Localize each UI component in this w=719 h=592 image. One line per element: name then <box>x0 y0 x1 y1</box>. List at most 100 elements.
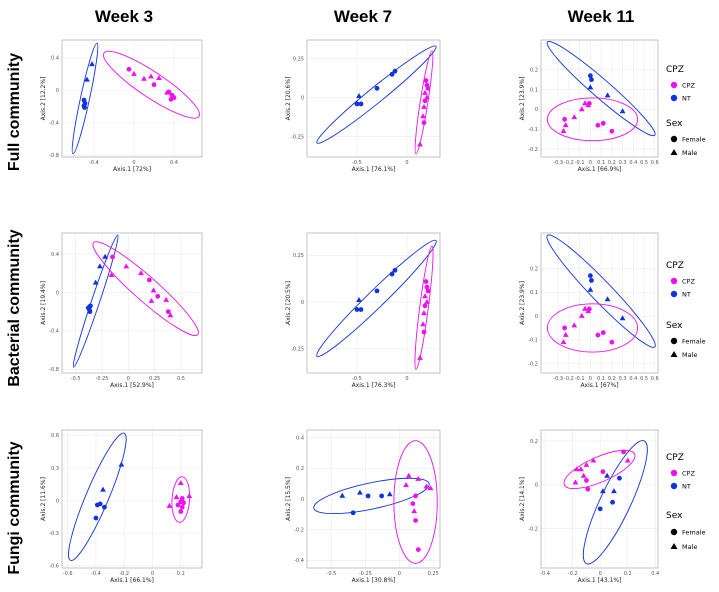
y-tick-label: -0.25 <box>291 135 304 141</box>
legend-swatch-male <box>670 543 678 549</box>
data-point-nt-female <box>93 515 99 521</box>
confidence-ellipse-cpz <box>563 449 636 490</box>
data-point-cpz-male <box>131 70 137 76</box>
legend-label-female: Female <box>682 529 706 537</box>
data-point-cpz-female <box>423 279 429 284</box>
confidence-ellipse-nt <box>72 234 119 368</box>
scatter-panel: -0.5 0 -0.25 0 0.25 Axis.1 [76.3%] Axis.2 [20.… <box>285 232 441 389</box>
data-point-cpz-female <box>151 82 157 88</box>
data-point-cpz-male <box>167 312 174 318</box>
row-title-fungi-community: Fungi community <box>6 441 23 574</box>
legend-label-nt: NT <box>682 291 691 299</box>
data-point-cpz-male <box>177 480 184 486</box>
data-point-nt-male <box>356 297 362 302</box>
x-tick-label: 0.4 <box>651 571 659 577</box>
data-point-cpz-male <box>421 103 427 109</box>
data-point-cpz-female <box>179 504 185 510</box>
legend-swatch-cpz <box>670 277 678 285</box>
legend-label-nt: NT <box>682 95 691 103</box>
x-axis-label: Axis.1 [66.1%] <box>110 577 154 584</box>
scatter-panel: -0.5 0 -0.25 0 0.25 Axis.1 [76.1%] Axis.2 [20.… <box>285 39 441 173</box>
legend-swatch-nt <box>670 482 678 490</box>
data-point-nt-male <box>587 84 594 90</box>
data-point-nt-female <box>617 475 622 481</box>
y-axis-label: Axis.2 [20.5%] <box>285 281 292 325</box>
legend-label-cpz: CPZ <box>682 470 695 478</box>
data-point-cpz-male <box>560 338 567 344</box>
data-point-nt-female <box>392 68 398 74</box>
data-point-cpz-male <box>562 122 569 128</box>
x-axis-label: Axis.1 [66.9%] <box>578 166 622 173</box>
data-point-cpz-female <box>584 477 589 483</box>
data-point-cpz-male <box>572 479 579 485</box>
legend-swatch-female <box>670 135 678 143</box>
panel-border <box>306 39 441 158</box>
data-point-nt-male <box>604 92 611 98</box>
data-point-nt-male <box>356 92 362 98</box>
data-point-nt-male <box>611 488 617 494</box>
legend-swatch-cpz <box>670 469 678 477</box>
confidence-ellipse-cpz <box>103 50 200 119</box>
y-axis-label: Axis.2 [23.9%] <box>519 77 526 121</box>
confidence-ellipse-nt <box>316 239 437 357</box>
confidence-ellipse-nt <box>546 41 656 137</box>
x-tick-label: -0.25 <box>96 376 109 382</box>
x-tick-label: -0.1 <box>575 376 585 382</box>
x-tick-label: 0.1 <box>597 376 605 382</box>
y-tick-label: -0.8 <box>49 153 59 159</box>
x-tick-label: 0 <box>132 160 135 166</box>
x-tick-label: 0.6 <box>651 160 659 166</box>
x-tick-label: 0.5 <box>177 376 185 382</box>
x-tick-label: 0.2 <box>624 571 632 577</box>
legend-label-nt: NT <box>682 483 691 491</box>
x-tick-label: -0.5 <box>352 160 362 166</box>
y-tick-label: 0.25 <box>293 57 304 63</box>
y-tick-label: 0.2 <box>530 68 538 74</box>
panel-border <box>61 232 203 374</box>
data-point-nt-male <box>339 492 346 498</box>
y-tick-label: 0 <box>56 88 59 94</box>
x-tick-label: 0 <box>151 571 154 577</box>
y-tick-label: 0 <box>301 96 304 102</box>
y-tick-label: 0.1 <box>530 87 538 93</box>
data-point-cpz-male <box>123 263 130 269</box>
data-point-nt-female <box>87 309 93 315</box>
data-point-cpz-female <box>410 501 416 506</box>
data-point-cpz-male <box>163 296 170 302</box>
data-point-nt-male <box>92 279 99 285</box>
data-point-cpz-female <box>168 96 174 102</box>
x-tick-label: -0.5 <box>71 376 81 382</box>
y-tick-label: 0.4 <box>51 56 59 62</box>
column-title-week-11: Week 11 <box>568 7 635 26</box>
y-tick-label: -0.3 <box>49 531 59 537</box>
legend-swatch-male <box>670 351 678 357</box>
data-point-nt-female <box>587 273 593 279</box>
data-point-cpz-female <box>562 116 568 122</box>
panel-border <box>306 429 441 569</box>
data-point-nt-female <box>374 288 380 294</box>
data-point-cpz-male <box>405 472 412 478</box>
data-point-nt-male <box>357 489 363 495</box>
data-point-cpz-female <box>165 309 171 315</box>
y-tick-label: 0.25 <box>293 253 304 259</box>
x-tick-label: 0.25 <box>149 376 160 382</box>
data-point-cpz-female <box>562 325 568 331</box>
data-point-cpz-male <box>424 94 430 100</box>
data-point-cpz-male <box>422 293 428 299</box>
y-tick-label: 0 <box>535 483 538 489</box>
data-point-nt-male <box>118 461 125 467</box>
x-tick-label: 0.5 <box>640 160 648 166</box>
y-tick-label: 0 <box>301 300 304 306</box>
data-point-cpz-female <box>422 98 428 104</box>
data-point-cpz-female <box>586 101 592 106</box>
data-point-nt-female <box>587 73 593 79</box>
y-tick-label: -0.4 <box>49 329 59 335</box>
data-point-cpz-female <box>425 288 431 294</box>
data-point-cpz-female <box>600 469 606 475</box>
data-point-nt-female <box>354 101 360 107</box>
data-point-cpz-female <box>413 493 418 499</box>
x-tick-label: 0.4 <box>629 160 637 166</box>
data-point-nt-female <box>97 501 103 507</box>
